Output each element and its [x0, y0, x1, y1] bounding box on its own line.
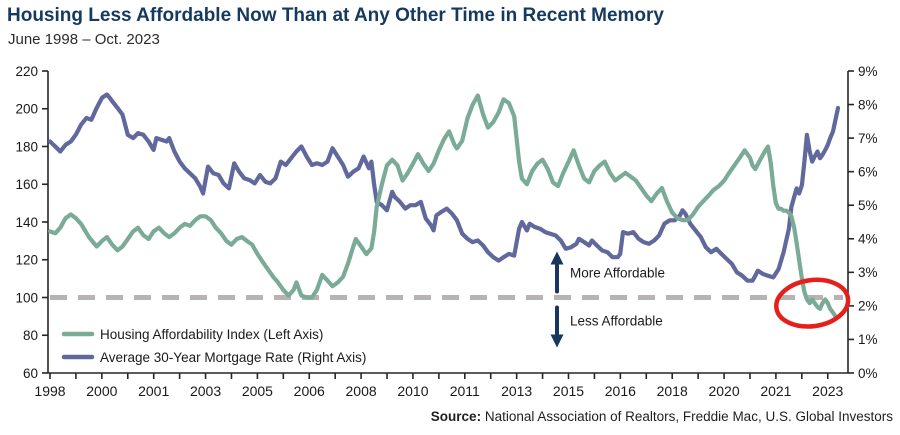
- svg-text:4%: 4%: [858, 232, 878, 247]
- svg-text:100: 100: [15, 290, 38, 305]
- more-affordable-label: More Affordable: [570, 266, 665, 281]
- right-axis: 9% 8% 7% 6% 5% 4% 3% 2% 1% 0%: [847, 64, 878, 381]
- svg-text:2%: 2%: [858, 299, 878, 314]
- series-mortgage-rate-line: [47, 92, 841, 283]
- svg-text:140: 140: [15, 215, 38, 230]
- svg-text:2018: 2018: [657, 383, 688, 399]
- svg-text:2000: 2000: [86, 383, 117, 399]
- chart-title: Housing Less Affordable Now Than at Any …: [7, 5, 665, 26]
- source-text: National Association of Realtors, Freddi…: [481, 409, 893, 424]
- svg-text:2015: 2015: [553, 383, 584, 399]
- source-note: Source: National Association of Realtors…: [431, 409, 893, 424]
- svg-text:5%: 5%: [858, 198, 878, 213]
- legend-label: Housing Affordability Index (Left Axis): [100, 327, 323, 342]
- less-affordable-label: Less Affordable: [570, 314, 663, 329]
- affordability-annotations: More Affordable Less Affordable: [550, 251, 665, 348]
- svg-text:180: 180: [15, 139, 38, 154]
- left-axis: 220 200 180 160 140 120 100 80 60: [15, 64, 49, 381]
- svg-text:7%: 7%: [858, 131, 878, 146]
- svg-text:2005: 2005: [242, 383, 273, 399]
- legend-label: Average 30-Year Mortgage Rate (Right Axi…: [100, 350, 366, 365]
- svg-text:2001: 2001: [138, 383, 169, 399]
- svg-text:2021: 2021: [760, 383, 791, 399]
- legend-item: Average 30-Year Mortgage Rate (Right Axi…: [61, 350, 366, 365]
- legend-item: Housing Affordability Index (Left Axis): [61, 327, 323, 342]
- svg-text:2008: 2008: [346, 383, 377, 399]
- svg-text:2006: 2006: [294, 383, 325, 399]
- series-housing-affordability-line: [47, 93, 838, 319]
- svg-text:120: 120: [15, 253, 38, 268]
- x-axis: 1998 2000 2001 2003 2005 2006 2008 2010 2011 2013…: [34, 372, 848, 399]
- highlight-ellipse: [774, 277, 851, 329]
- svg-text:9%: 9%: [858, 64, 878, 79]
- svg-text:6%: 6%: [858, 164, 878, 179]
- svg-text:160: 160: [15, 177, 38, 192]
- source-label: Source:: [430, 409, 482, 424]
- svg-text:2023: 2023: [812, 383, 843, 399]
- svg-text:3%: 3%: [858, 265, 878, 280]
- svg-text:1998: 1998: [34, 383, 65, 399]
- chart-subtitle: June 1998 – Oct. 2023: [8, 31, 160, 48]
- svg-text:80: 80: [23, 328, 38, 343]
- svg-text:2011: 2011: [450, 383, 480, 399]
- svg-text:2020: 2020: [708, 383, 739, 399]
- svg-text:2016: 2016: [605, 383, 636, 399]
- svg-text:2013: 2013: [501, 383, 532, 399]
- svg-text:220: 220: [15, 64, 38, 79]
- svg-text:2010: 2010: [397, 383, 428, 399]
- svg-text:0%: 0%: [858, 366, 878, 381]
- svg-text:2003: 2003: [190, 383, 221, 399]
- legend: Housing Affordability Index (Left Axis) A…: [61, 327, 366, 365]
- svg-text:8%: 8%: [858, 97, 878, 112]
- svg-text:200: 200: [15, 102, 38, 117]
- svg-text:60: 60: [23, 366, 38, 381]
- svg-text:1%: 1%: [858, 332, 878, 347]
